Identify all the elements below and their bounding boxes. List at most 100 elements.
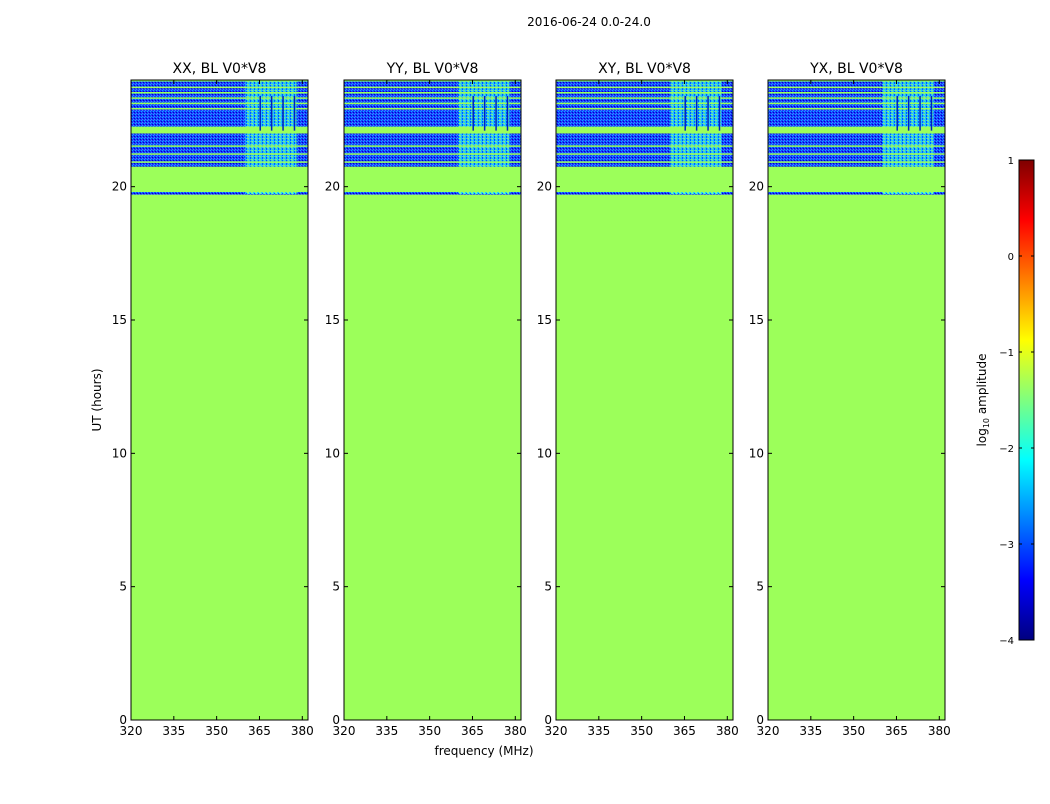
y-tick-label: 20 bbox=[112, 180, 127, 194]
fill-region bbox=[344, 80, 521, 720]
flag-stripe bbox=[344, 97, 521, 99]
panel-3: XY, BL V0*V8 320 335 350 365 380 0 5 10 15 20 bbox=[537, 61, 739, 738]
panel-4: YX, BL V0*V8 320 335 350 365 380 0 5 10 15 20 bbox=[749, 61, 951, 738]
rfi-line bbox=[483, 96, 486, 131]
flag-stripe bbox=[768, 166, 945, 169]
flag-stripe bbox=[768, 153, 945, 155]
y-tick-label: 10 bbox=[112, 446, 127, 460]
panel-title: YY, BL V0*V8 bbox=[386, 61, 479, 77]
x-tick-label: 320 bbox=[333, 724, 356, 738]
y-axis-label: UT (hours) bbox=[90, 368, 104, 431]
rfi-band bbox=[670, 192, 722, 194]
flag-stripe bbox=[556, 92, 733, 94]
figure-title: 2016-06-24 0.0-24.0 bbox=[527, 15, 651, 29]
rfi-line bbox=[907, 96, 910, 131]
x-tick-label: 380 bbox=[716, 724, 739, 738]
rfi-line bbox=[472, 96, 474, 131]
y-tick-label: 10 bbox=[325, 446, 340, 460]
x-tick-label: 335 bbox=[375, 724, 398, 738]
flag-stripe bbox=[556, 153, 733, 155]
x-tick-label: 350 bbox=[205, 724, 228, 738]
x-axis-label: frequency (MHz) bbox=[434, 744, 533, 758]
panel-frame bbox=[343, 79, 522, 721]
rfi-line bbox=[684, 96, 686, 131]
colorbar-tick-label: −4 bbox=[999, 636, 1014, 647]
flag-stripe bbox=[344, 102, 521, 105]
x-tick-label: 365 bbox=[461, 724, 484, 738]
flag-stripe bbox=[768, 102, 945, 105]
y-tick-label: 5 bbox=[756, 580, 764, 594]
flag-stripe bbox=[556, 108, 733, 110]
rfi-band bbox=[458, 192, 510, 194]
rfi-line bbox=[718, 96, 721, 131]
data-band bbox=[768, 192, 945, 195]
rfi-line bbox=[707, 96, 709, 131]
panel-frame bbox=[555, 79, 734, 721]
flag-stripe bbox=[556, 102, 733, 105]
flag-stripe bbox=[344, 92, 521, 94]
rfi-line bbox=[270, 96, 273, 131]
data-band bbox=[344, 192, 521, 195]
rfi-line bbox=[695, 96, 698, 131]
y-tick-label: 5 bbox=[544, 580, 552, 594]
y-tick-label: 5 bbox=[332, 580, 340, 594]
flag-stripe bbox=[131, 126, 308, 134]
flag-stripe bbox=[131, 145, 308, 147]
flag-stripe bbox=[344, 80, 521, 82]
y-tick-label: 15 bbox=[325, 313, 340, 327]
x-tick-label: 350 bbox=[842, 724, 865, 738]
flag-stripe bbox=[768, 126, 945, 134]
panel-frame bbox=[767, 79, 946, 721]
colorbar-tick-label: 0 bbox=[1008, 252, 1014, 263]
rfi-line bbox=[495, 96, 497, 131]
flag-stripe bbox=[556, 86, 733, 89]
panel-frame bbox=[130, 79, 309, 721]
flag-stripe bbox=[344, 166, 521, 169]
x-tick-label: 335 bbox=[587, 724, 610, 738]
y-tick-label: 0 bbox=[756, 713, 764, 727]
colorbar-tick-label: −2 bbox=[999, 444, 1014, 455]
flag-stripe bbox=[344, 126, 521, 134]
flag-stripe bbox=[768, 97, 945, 99]
rfi-line bbox=[259, 96, 261, 131]
panel-2: YY, BL V0*V8 320 335 350 365 380 0 5 10 15 20 bbox=[325, 61, 527, 738]
y-tick-label: 10 bbox=[749, 446, 764, 460]
rfi-line bbox=[293, 96, 296, 131]
flag-stripe bbox=[768, 80, 945, 82]
x-tick-label: 380 bbox=[504, 724, 527, 738]
y-tick-label: 15 bbox=[537, 313, 552, 327]
rfi-line bbox=[896, 96, 898, 131]
fill-region bbox=[131, 80, 308, 720]
flag-stripe bbox=[768, 92, 945, 94]
x-tick-label: 320 bbox=[120, 724, 143, 738]
y-tick-label: 15 bbox=[749, 313, 764, 327]
x-tick-label: 335 bbox=[799, 724, 822, 738]
flag-stripe bbox=[768, 161, 945, 163]
rfi-band bbox=[245, 192, 297, 194]
x-tick-label: 365 bbox=[885, 724, 908, 738]
x-tick-label: 320 bbox=[545, 724, 568, 738]
rfi-line bbox=[919, 96, 921, 131]
flag-stripe bbox=[344, 108, 521, 110]
colorbar-gradient bbox=[1018, 159, 1035, 641]
rfi-line bbox=[930, 96, 933, 131]
colorbar-tick-label: 1 bbox=[1008, 156, 1014, 167]
flag-stripe bbox=[344, 153, 521, 155]
data-band bbox=[556, 192, 733, 195]
flag-stripe bbox=[344, 145, 521, 147]
flag-stripe bbox=[556, 97, 733, 99]
y-tick-label: 20 bbox=[537, 180, 552, 194]
y-tick-label: 5 bbox=[119, 580, 127, 594]
y-tick-label: 0 bbox=[332, 713, 340, 727]
data-band bbox=[131, 192, 308, 195]
flag-stripe bbox=[131, 92, 308, 94]
y-tick-label: 0 bbox=[544, 713, 552, 727]
flag-stripe bbox=[131, 153, 308, 155]
y-tick-label: 10 bbox=[537, 446, 552, 460]
colorbar-tick-label: −1 bbox=[999, 348, 1014, 359]
flag-stripe bbox=[131, 108, 308, 110]
flag-stripe bbox=[344, 86, 521, 89]
flag-stripe bbox=[556, 126, 733, 134]
